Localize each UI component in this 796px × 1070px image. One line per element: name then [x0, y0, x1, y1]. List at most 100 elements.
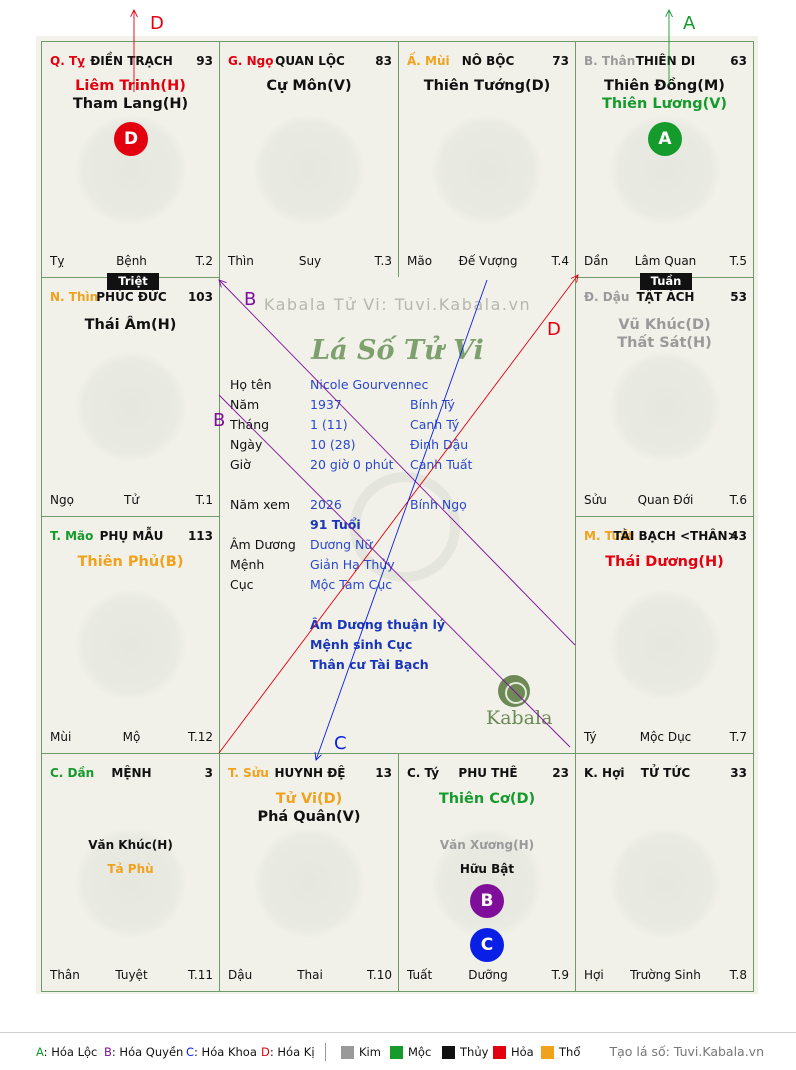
- zodiac-animal-watermark-icon: [432, 114, 542, 225]
- footer-branch: Hợi: [584, 968, 604, 982]
- legend-text: : Hóa Khoa: [194, 1045, 257, 1059]
- footer-stage: Quan Đới: [637, 493, 694, 507]
- legend-element: Mộc: [408, 1045, 432, 1059]
- palace-branch: Q. Tỵ: [50, 54, 85, 68]
- chart-note: Âm Dương thuận lý: [310, 617, 446, 632]
- star-label: Thái Dương(H): [605, 554, 724, 570]
- palace-branch: C. Dần: [50, 766, 95, 780]
- footer-stage: Trường Sinh: [630, 968, 701, 982]
- footer-term: T.7: [729, 730, 747, 744]
- info-label: Ngày: [230, 437, 263, 452]
- palace-number: 63: [730, 54, 747, 68]
- star-label: Thiên Phủ(B): [77, 554, 184, 570]
- footer-term: T.4: [551, 254, 569, 268]
- footer-term: T.10: [367, 968, 392, 982]
- palace-cell-hoi: K. Hợi TỬ TỨC 33 Hợi Trường Sinh T.8: [575, 753, 754, 992]
- footer-branch: Dần: [584, 254, 609, 268]
- palace-number: 23: [552, 766, 569, 780]
- star-label: Thiên Tướng(D): [423, 78, 551, 94]
- legend-element: Thổ: [559, 1045, 581, 1059]
- footer-stage: Suy: [298, 254, 322, 268]
- footer-branch: Mùi: [50, 730, 72, 744]
- chart-note: Mệnh sinh Cục: [310, 637, 413, 652]
- palace-name: NÔ BỘC: [461, 54, 515, 68]
- palace-footer: Hợi Trường Sinh T.8: [584, 968, 747, 983]
- palace-name: ĐIỀN TRẠCH: [90, 54, 173, 68]
- footer-term: T.12: [188, 730, 213, 744]
- palace-footer: Mão Đế Vượng T.4: [407, 254, 569, 269]
- footer-term: T.5: [729, 254, 747, 268]
- palace-header: Đ. Dậu TẬT ÁCH 53: [584, 290, 747, 306]
- palace-branch: B. Thân: [584, 54, 636, 68]
- palace-number: 73: [552, 54, 569, 68]
- legend-key: B: [104, 1045, 112, 1059]
- legend-bar: A: Hóa Lộc B: Hóa Quyền C: Hóa Khoa D: Hóa …: [0, 1032, 796, 1070]
- palace-header: Q. Tỵ ĐIỀN TRẠCH 93: [50, 54, 213, 70]
- legend-hoa-item: A: Hóa Lộc: [36, 1045, 97, 1059]
- footer-term: T.11: [188, 968, 213, 982]
- watermark-text: Kabala Tử Vi: Tuvi.Kabala.vn: [263, 295, 532, 314]
- palace-branch: K. Hợi: [584, 766, 625, 780]
- palace-number: 93: [196, 54, 213, 68]
- info-label: Năm: [230, 397, 260, 412]
- palace-name: THIÊN DI: [635, 54, 696, 68]
- star-label: Liêm Trinh(H): [75, 78, 186, 94]
- footer-branch: Tỵ: [50, 254, 65, 268]
- info-value: 10 (28): [310, 437, 356, 452]
- footer-branch: Thìn: [228, 254, 254, 268]
- legend-hoa-item: D: Hóa Kị: [261, 1045, 315, 1059]
- info-label: Mệnh: [230, 557, 265, 572]
- legend-hoa-item: C: Hóa Khoa: [186, 1045, 257, 1059]
- palace-header: N. Thìn PHÚC ĐỨC 103: [50, 290, 213, 306]
- palace-number: 53: [730, 290, 747, 304]
- palace-cell-ty: Q. Tỵ ĐIỀN TRẠCH 93 Liêm Trinh(H) Tham Lang(…: [41, 41, 220, 278]
- footer-stage: Mộ: [122, 730, 141, 744]
- palace-number: 83: [375, 54, 392, 68]
- legend-element: Thủy: [460, 1045, 489, 1059]
- palace-cell-ngo: G. Ngọ QUAN LỘC 83 Cự Môn(V) Thìn Suy T.3: [219, 41, 399, 278]
- palace-name: MỆNH: [111, 766, 152, 780]
- palace-footer: Sửu Quan Đới T.6: [584, 493, 747, 508]
- palace-footer: Thìn Suy T.3: [228, 254, 392, 269]
- legend-text: : Hóa Lộc: [43, 1045, 98, 1059]
- star-label: Văn Xương(H): [439, 838, 535, 852]
- palace-footer: Ngọ Tử T.1: [50, 493, 213, 508]
- line-label-b2: B: [213, 410, 225, 431]
- chart-note: Thân cư Tài Bạch: [310, 657, 429, 672]
- palace-cell-dau: Đ. Dậu TẬT ÁCH 53 Vũ Khúc(D) Thất Sát(H) Sửu Q…: [575, 277, 754, 517]
- palace-cell-suu: T. Sửu HUYNH ĐỆ 13 Tử Vi(D) Phá Quân(V) Dậu Th…: [219, 753, 399, 992]
- zodiac-animal-watermark-icon: [75, 827, 186, 938]
- palace-branch: C. Tý: [407, 766, 440, 780]
- legend-element: Hỏa: [511, 1045, 534, 1059]
- hoa-badge-d: D: [114, 122, 148, 156]
- line-label-c: C: [334, 733, 347, 754]
- palace-branch: Ấ. Mùi: [407, 54, 450, 68]
- legend-swatch-icon: [541, 1046, 554, 1059]
- palace-branch: T. Mão: [50, 529, 94, 543]
- palace-cell-tys: C. Tý PHU THÊ 23 Thiên Cơ(D) Văn Xương(H) Hữu…: [398, 753, 576, 992]
- star-label: Phá Quân(V): [257, 809, 361, 825]
- star-label: Thất Sát(H): [617, 335, 712, 351]
- palace-footer: Dậu Thai T.10: [228, 968, 392, 983]
- footer-stage: Bệnh: [116, 254, 147, 268]
- info-value: 1937: [310, 397, 342, 412]
- quyen-line-1: [219, 280, 576, 646]
- star-label: Tử Vi(D): [275, 791, 343, 807]
- legend-swatch-icon: [493, 1046, 506, 1059]
- zodiac-animal-watermark-icon: [75, 590, 186, 700]
- footer-term: T.9: [551, 968, 569, 982]
- quyen-line-2: [218, 394, 571, 748]
- hoa-badge-c: C: [470, 928, 504, 962]
- footer-term: T.2: [195, 254, 213, 268]
- palace-name: PHÚC ĐỨC: [96, 290, 167, 304]
- footer-term: T.6: [729, 493, 747, 507]
- star-label: Vũ Khúc(D): [618, 317, 711, 333]
- line-label-d: D: [547, 319, 561, 340]
- legend-separator: [325, 1043, 326, 1061]
- footer-branch: Tý: [584, 730, 597, 744]
- info-label: Giờ: [230, 457, 251, 472]
- palace-number: 43: [730, 529, 747, 543]
- palace-cell-mui: Ấ. Mùi NÔ BỘC 73 Thiên Tướng(D) Mão Đế Vượng T…: [398, 41, 576, 278]
- footer-stage: Tử: [124, 493, 139, 507]
- zodiac-animal-watermark-icon: [432, 827, 542, 938]
